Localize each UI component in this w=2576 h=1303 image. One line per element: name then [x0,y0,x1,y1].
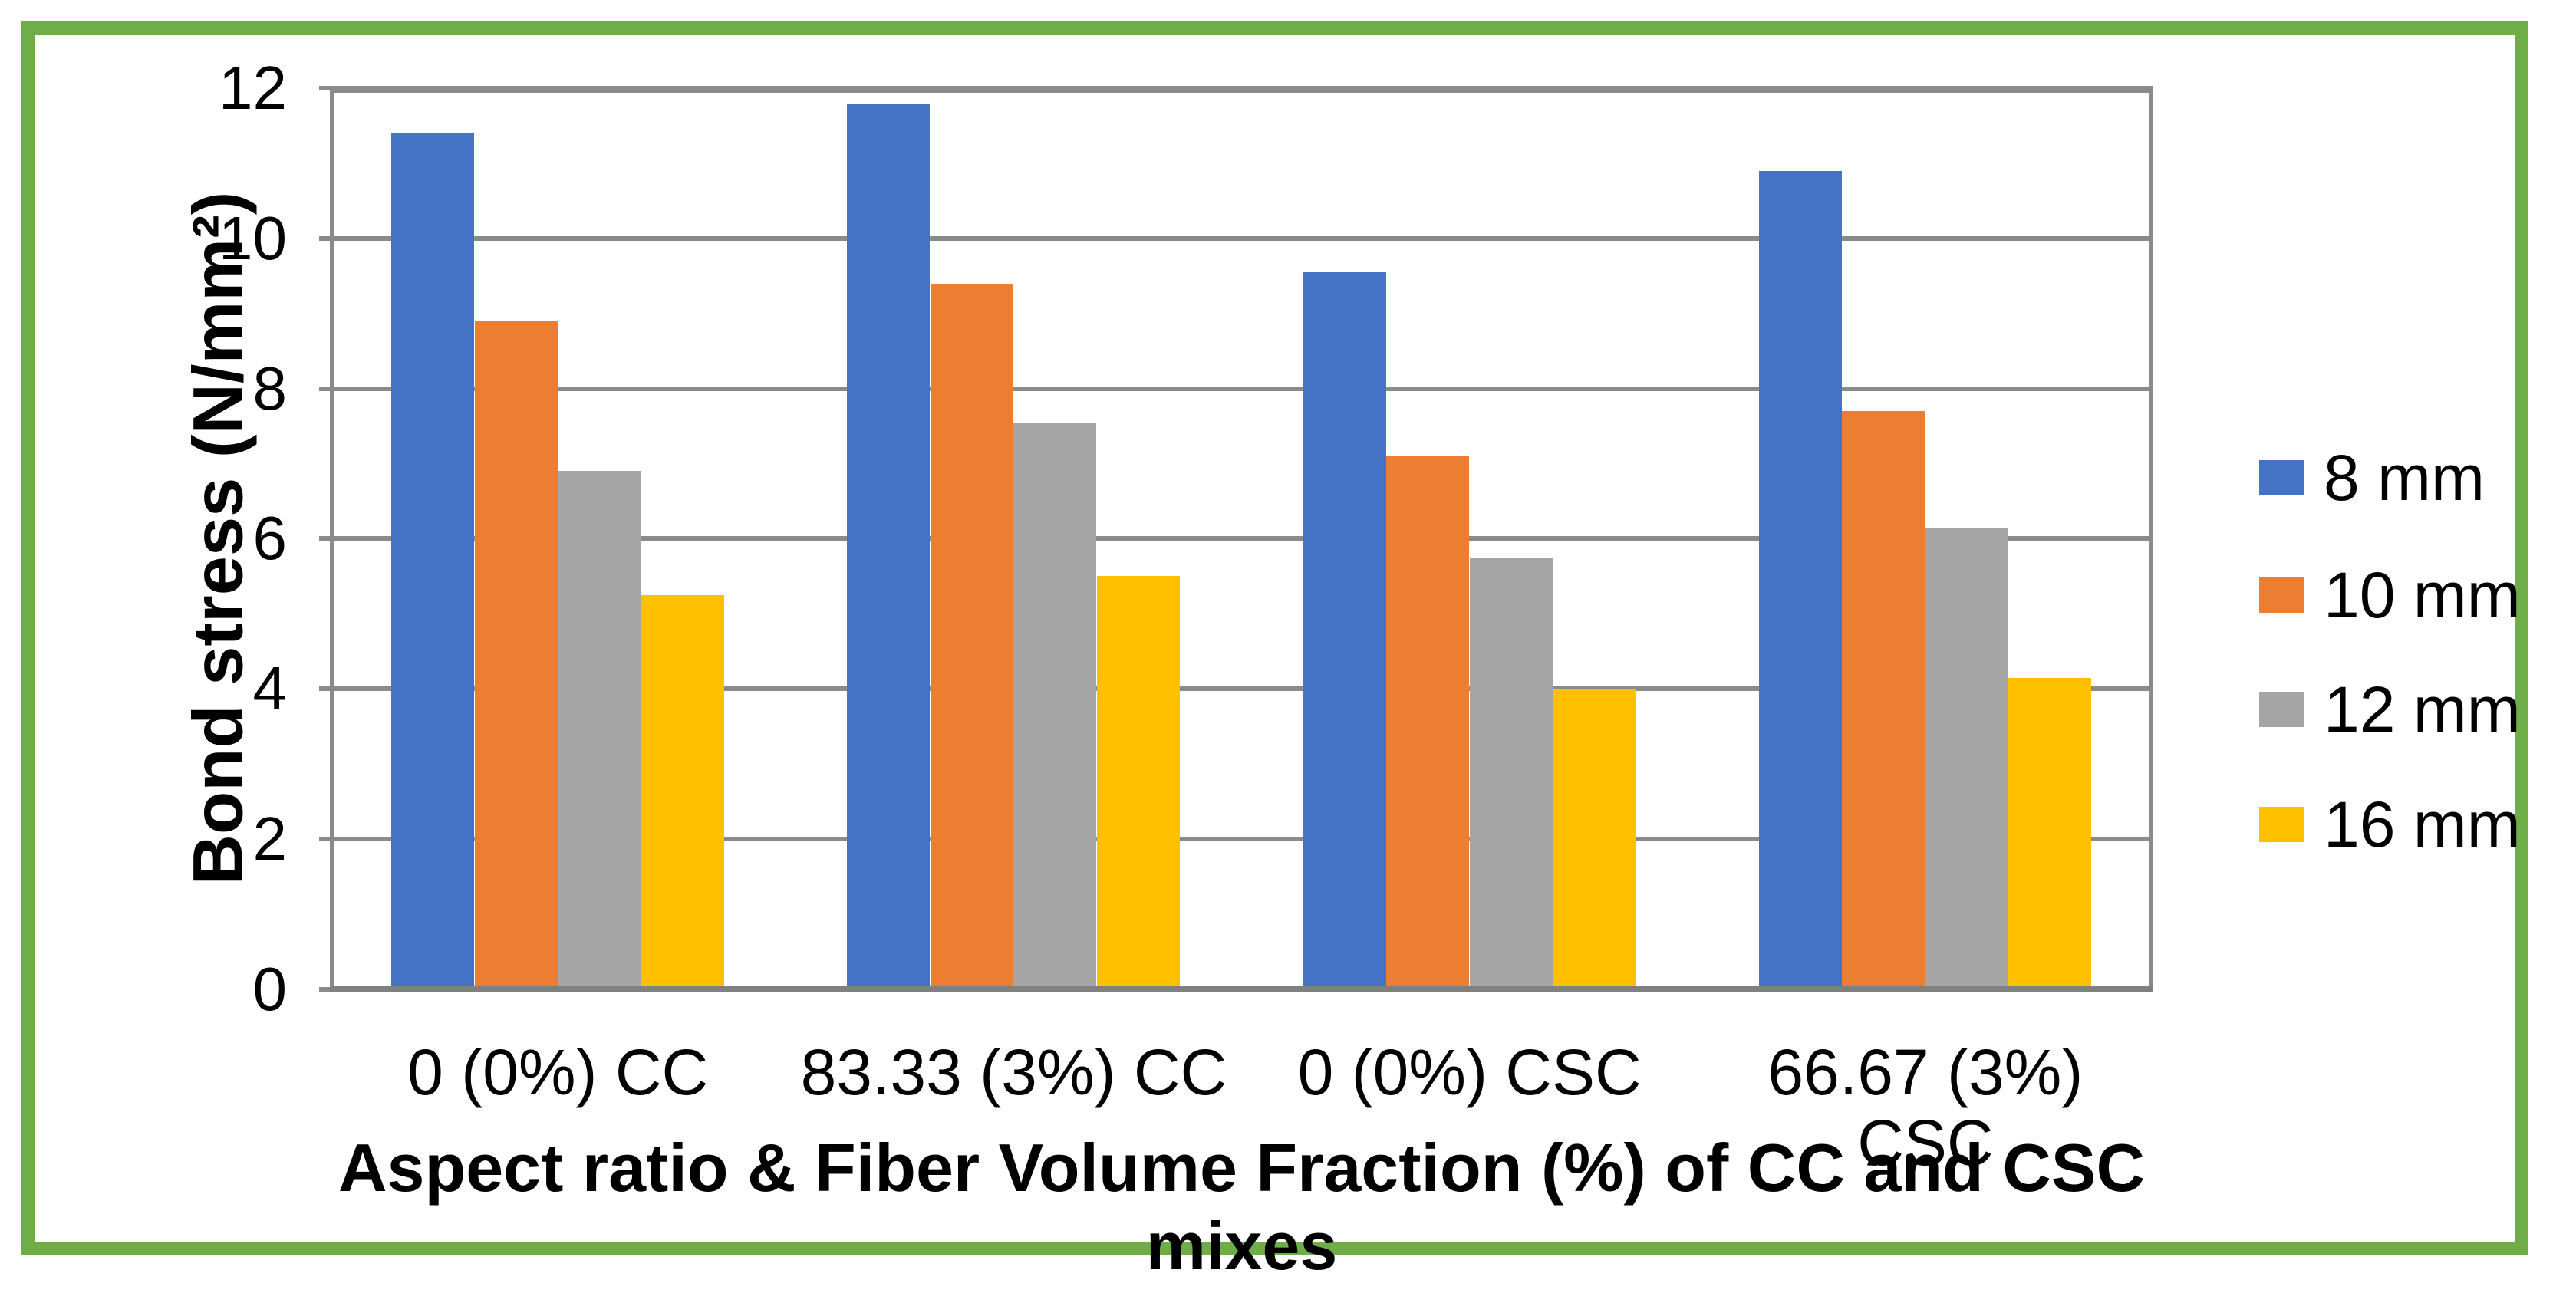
bar-10mm-cat1 [474,321,558,989]
legend-label-12mm: 12 mm [2324,673,2521,745]
bar-10mm-cat3 [1386,456,1470,989]
legend-item-16mm: 16 mm [2259,790,2521,859]
y-tick-label-4: 4 [252,654,288,723]
legend-label-8mm: 8 mm [2324,442,2485,514]
bar-12mm-cat1 [558,471,641,989]
gridline-y-2 [330,837,2153,842]
y-axis-line [330,88,334,989]
gridline-y-12 [330,85,2153,90]
legend-swatch-12mm [2259,692,2304,727]
y-tick-label-10: 10 [219,203,287,272]
bar-8mm-cat3 [1303,271,1386,989]
y-tick-label-2: 2 [252,805,288,874]
plot-area [319,85,2153,992]
x-axis-title: Aspect ratio & Fiber Volume Fraction (%)… [338,1130,2146,1284]
gridline-y-6 [330,536,2153,541]
bar-16mm-cat4 [2008,677,2092,989]
legend-item-10mm: 10 mm [2259,561,2521,630]
x-category-label-2: 83.33 (3%) CC [800,1036,1227,1108]
bar-8mm-cat1 [391,133,475,989]
y-tick-mark-8 [319,386,330,391]
bar-12mm-cat4 [1925,527,2008,989]
y-tick-mark-0 [319,987,330,992]
bar-8mm-cat2 [847,103,931,989]
y-tick-label-8: 8 [252,354,288,423]
bar-16mm-cat2 [1096,576,1180,989]
y-tick-mark-12 [319,85,330,90]
y-tick-mark-2 [319,837,330,842]
gridline-y-4 [330,686,2153,692]
bar-10mm-cat2 [930,283,1013,989]
y-tick-mark-6 [319,536,330,541]
bar-12mm-cat2 [1013,422,1097,989]
y-tick-mark-4 [319,686,330,692]
legend-label-10mm: 10 mm [2324,559,2521,631]
y-tick-label-12: 12 [219,53,287,122]
gridline-y-10 [330,235,2153,241]
bar-8mm-cat4 [1758,170,1842,989]
y-tick-mark-10 [319,235,330,241]
legend-swatch-16mm [2259,807,2304,842]
plot-border-right [2149,88,2153,989]
bar-16mm-cat3 [1553,689,1636,989]
legend-item-8mm: 8 mm [2259,443,2485,512]
legend-label-16mm: 16 mm [2324,788,2521,860]
bar-16mm-cat1 [641,594,724,989]
legend-swatch-8mm [2259,460,2304,495]
x-category-label-4: 66.67 (3%) CSC [1767,1036,2084,1179]
bar-10mm-cat4 [1842,411,1925,989]
y-tick-label-0: 0 [252,955,288,1023]
plot-border-top [330,88,2153,93]
x-category-label-1: 0 (0%) CC [407,1036,709,1108]
legend-swatch-10mm [2259,577,2304,613]
x-category-label-3: 0 (0%) CSC [1297,1036,1642,1108]
gridline-y-8 [330,386,2153,391]
x-axis-line [330,986,2153,992]
chart-outer-frame [21,21,2528,1255]
bar-12mm-cat3 [1469,557,1553,989]
legend-item-12mm: 12 mm [2259,675,2521,744]
y-tick-label-6: 6 [252,504,288,573]
